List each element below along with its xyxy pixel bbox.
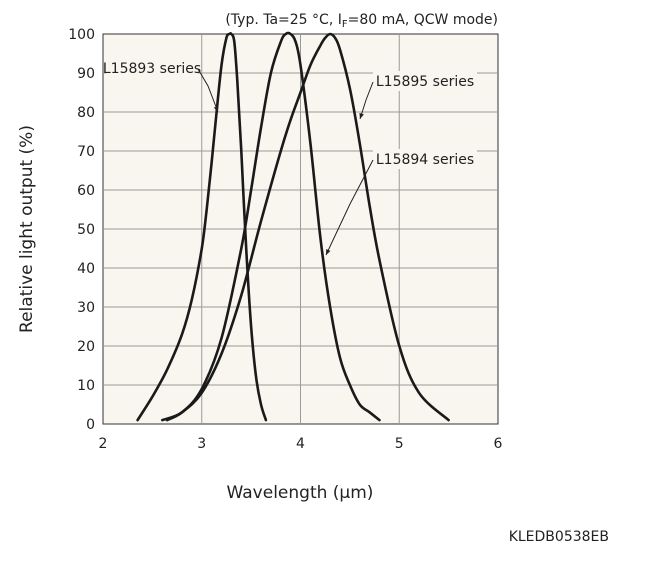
series-leader-arrowhead: [359, 113, 364, 119]
series-line-l15893: [136, 31, 268, 422]
series-leader-line: [197, 68, 219, 113]
series-leader-arrowhead: [213, 106, 219, 112]
y-tick-label: 100: [68, 27, 95, 43]
x-tick-label: 3: [197, 436, 206, 452]
y-tick-label: 80: [77, 105, 95, 121]
conditions-note-main: (Typ. Ta=25 °C, I: [225, 12, 342, 28]
x-tick-label: 6: [494, 436, 503, 452]
series-leader-line: [359, 81, 374, 120]
conditions-note: (Typ. Ta=25 °C, IF=80 mA, QCW mode): [225, 12, 498, 30]
y-tick-label: 10: [77, 378, 95, 394]
y-axis-ticks: 0 10 20 30 40 50 60 70 80 90 100: [68, 27, 95, 433]
y-tick-label: 40: [77, 261, 95, 277]
x-axis-ticks: 2 3 4 5 6: [99, 436, 503, 452]
y-tick-label: 20: [77, 339, 95, 355]
series-line-l15894: [161, 31, 381, 422]
y-tick-label: 0: [86, 417, 95, 433]
y-tick-label: 70: [77, 144, 95, 160]
x-axis-title: Wavelength (μm): [227, 483, 374, 503]
series-label: L15893 series: [103, 61, 201, 77]
series-label-box: [373, 71, 477, 91]
y-tick-label: 60: [77, 183, 95, 199]
y-tick-label: 90: [77, 66, 95, 82]
series-line-l15895: [165, 32, 450, 422]
series-leader-arrowhead: [326, 249, 331, 255]
conditions-note-rest: =80 mA, QCW mode): [348, 12, 498, 28]
series-label: L15895 series: [376, 74, 474, 90]
y-axis-title: Relative light output (%): [17, 125, 37, 333]
y-tick-label: 30: [77, 300, 95, 316]
x-tick-label: 5: [395, 436, 404, 452]
y-tick-label: 50: [77, 222, 95, 238]
series-label-box: [373, 149, 477, 169]
figure-code: KLEDB0538EB: [509, 529, 609, 545]
annotation-leaders: L15893 series L15895 series L15894 series: [103, 58, 477, 256]
series-lines: [136, 31, 450, 422]
conditions-note-sub: F: [342, 19, 348, 30]
series-label-box: [106, 58, 198, 78]
x-tick-label: 4: [296, 436, 305, 452]
x-tick-label: 2: [99, 436, 108, 452]
series-leader-line: [325, 159, 374, 256]
series-label: L15894 series: [376, 152, 474, 168]
